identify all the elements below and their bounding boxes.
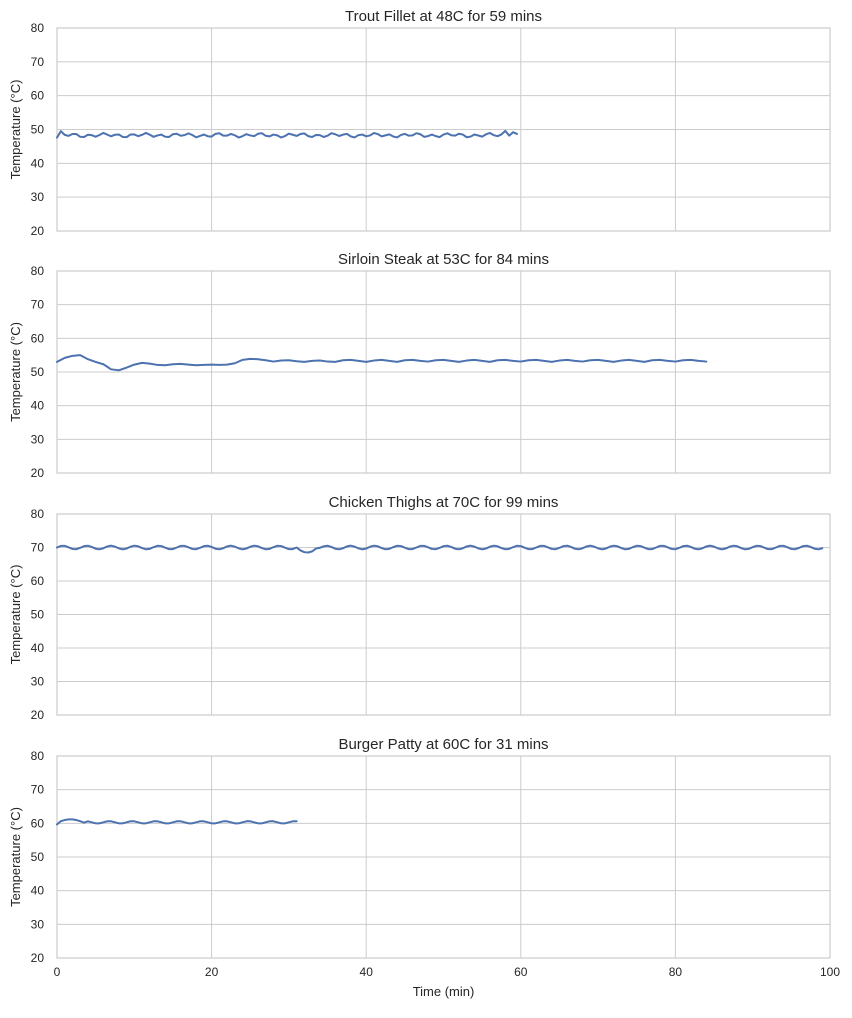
plot-frame bbox=[56, 270, 831, 474]
series-line bbox=[56, 129, 518, 139]
y-tick-label: 70 bbox=[31, 783, 45, 797]
y-tick-label: 80 bbox=[31, 264, 45, 278]
series-line bbox=[56, 818, 298, 826]
y-tick-label: 30 bbox=[31, 432, 45, 446]
y-tick-label: 60 bbox=[31, 574, 45, 588]
y-axis-label: Temperature (°C) bbox=[8, 807, 23, 907]
y-axis-label: Temperature (°C) bbox=[8, 565, 23, 665]
x-tick-label: 0 bbox=[54, 965, 61, 979]
chart-title: Burger Patty at 60C for 31 mins bbox=[338, 736, 548, 753]
y-axis-label: Temperature (°C) bbox=[8, 322, 23, 422]
y-tick-label: 20 bbox=[31, 224, 45, 238]
plot-frame bbox=[56, 755, 831, 959]
y-tick-label: 30 bbox=[31, 675, 45, 689]
y-axis-label: Temperature (°C) bbox=[8, 80, 23, 180]
chart-panel-1: 20 30 40 50 60 70 80 Trout Fillet at 48C for 59… bbox=[8, 8, 831, 238]
y-tick-label: 60 bbox=[31, 89, 45, 103]
y-tick-label: 60 bbox=[31, 816, 45, 830]
x-axis-label: Time (min) bbox=[413, 984, 475, 999]
chart-title: Chicken Thighs at 70C for 99 mins bbox=[329, 494, 559, 511]
y-tick-label: 60 bbox=[31, 331, 45, 345]
x-tick-label: 80 bbox=[669, 965, 683, 979]
y-tick-label: 20 bbox=[31, 951, 45, 965]
x-tick-label: 100 bbox=[820, 965, 840, 979]
y-tick-label: 50 bbox=[31, 365, 45, 379]
y-tick-label: 50 bbox=[31, 608, 45, 622]
chart-title: Sirloin Steak at 53C for 84 mins bbox=[338, 251, 549, 268]
y-tick-label: 70 bbox=[31, 298, 45, 312]
y-tick-label: 30 bbox=[31, 917, 45, 931]
plot-frame bbox=[56, 513, 831, 716]
y-tick-label: 80 bbox=[31, 507, 45, 521]
y-tick-label: 70 bbox=[31, 541, 45, 555]
y-tick-label: 80 bbox=[31, 749, 45, 763]
y-tick-label: 40 bbox=[31, 641, 45, 655]
y-tick-label: 20 bbox=[31, 466, 45, 480]
y-tick-label: 40 bbox=[31, 399, 45, 413]
y-tick-label: 80 bbox=[31, 21, 45, 35]
chart-title: Trout Fillet at 48C for 59 mins bbox=[345, 8, 542, 25]
x-tick-label: 60 bbox=[514, 965, 528, 979]
y-tick-label: 40 bbox=[31, 156, 45, 170]
chart-panel-3: 20 30 40 50 60 70 80 Chicken Thighs at 70C for … bbox=[8, 494, 831, 722]
y-tick-label: 20 bbox=[31, 708, 45, 722]
y-tick-label: 50 bbox=[31, 123, 45, 137]
y-tick-label: 70 bbox=[31, 55, 45, 69]
y-tick-label: 50 bbox=[31, 850, 45, 864]
y-tick-label: 30 bbox=[31, 190, 45, 204]
chart-panel-4: 20 30 40 50 60 70 80 0 20 40 60 80 100 Burger Patty a… bbox=[8, 736, 840, 999]
x-tick-label: 20 bbox=[205, 965, 219, 979]
x-tick-label: 40 bbox=[360, 965, 374, 979]
series-line bbox=[56, 544, 824, 554]
series-line bbox=[56, 354, 708, 372]
y-tick-label: 40 bbox=[31, 884, 45, 898]
chart-panel-2: 20 30 40 50 60 70 80 Sirloin Steak at 53C for 8… bbox=[8, 251, 831, 480]
plot-frame bbox=[56, 27, 831, 232]
